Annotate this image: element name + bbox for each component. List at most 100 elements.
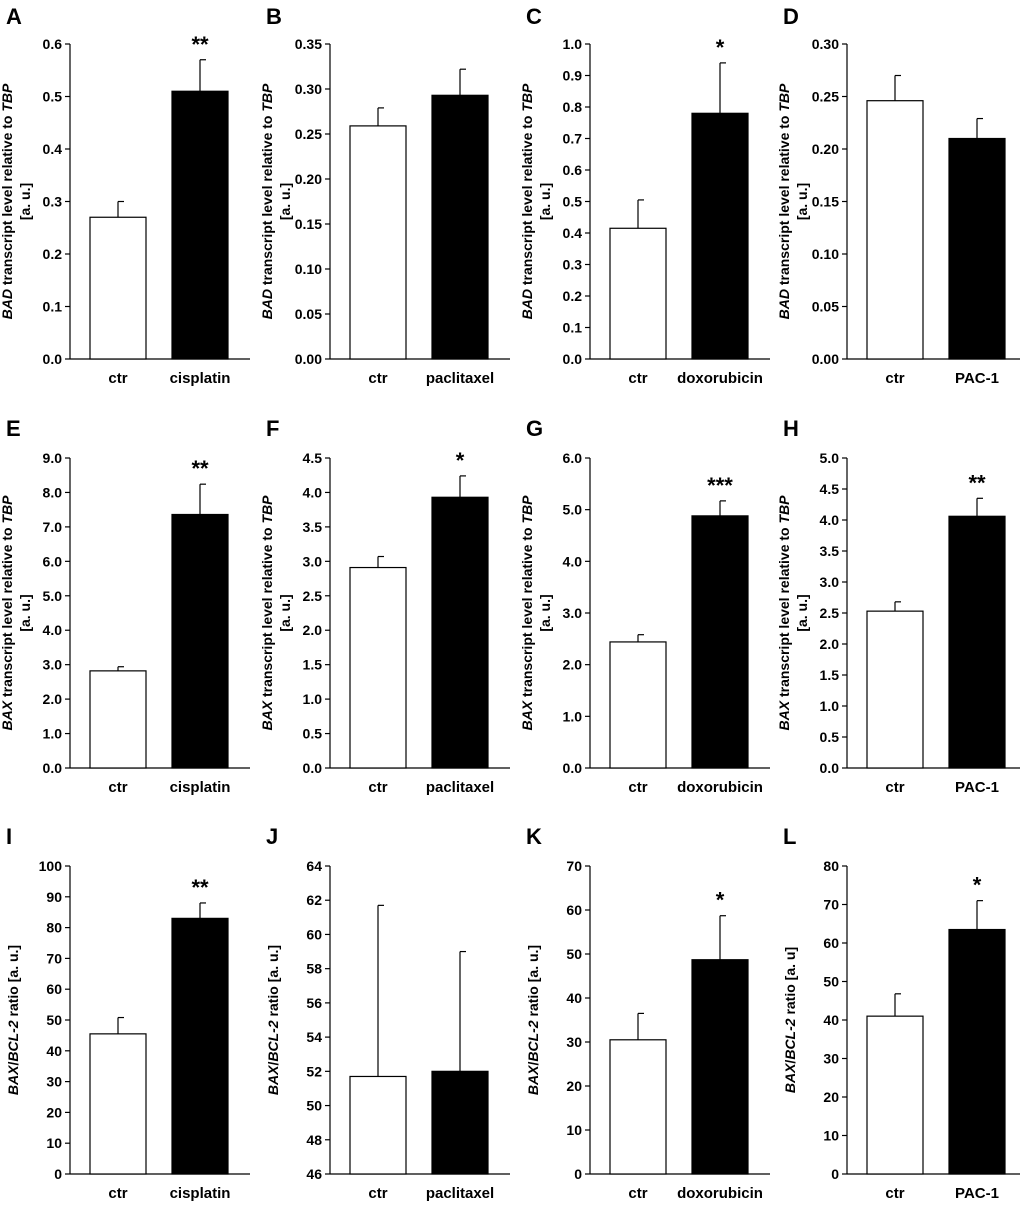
reference-gene: BCL-2 (525, 1020, 541, 1061)
gene-name: BAX (776, 699, 792, 730)
significance-marker: ** (191, 32, 209, 57)
y-tick-label: 30 (566, 1034, 582, 1050)
gene-name: BAX (259, 699, 275, 730)
reference-gene: BCL-2 (5, 1020, 21, 1061)
panel-j: J 46 48 50 52 54 56 58 60 62 64 ctr paclitaxel BAX/BC… (265, 824, 510, 1202)
y-tick-label: 20 (823, 1089, 839, 1105)
category-label: ctr (628, 1185, 647, 1202)
label-tail: ratio [a. u.] (525, 945, 541, 1020)
y-tick-label: 0.05 (295, 306, 322, 322)
y-tick-label: 0.30 (295, 81, 322, 97)
y-tick-label: 0.4 (43, 141, 63, 157)
y-tick-label: 6.0 (563, 450, 583, 466)
y-axis-label-line1: BAX/BCL-2 ratio [a. u.] (525, 945, 541, 1095)
y-axis-label: BAX transcript level relative to TBP[a. … (0, 495, 33, 731)
reference-gene: BCL-2 (265, 1020, 281, 1061)
label-tail: ratio [a. u.] (265, 945, 281, 1020)
y-axis-label: BAD transcript level relative to TBP[a. … (519, 83, 553, 319)
y-tick-label: 70 (566, 858, 582, 874)
bar-ctr (350, 126, 406, 359)
gene-name: BAD (776, 289, 792, 319)
gene-name: BAX (5, 1064, 21, 1095)
y-tick-label: 70 (46, 950, 62, 966)
y-tick-label: 60 (46, 981, 62, 997)
y-tick-label: 1.0 (303, 691, 323, 707)
y-tick-label: 50 (306, 1098, 322, 1114)
y-tick-label: 0.2 (563, 288, 583, 304)
bar-ctr (90, 217, 146, 359)
significance-marker: ** (968, 470, 986, 495)
bar-treatment (172, 91, 228, 359)
panel-g: G0.01.02.03.04.05.06.0ctr doxorubicin***B… (519, 416, 770, 796)
y-tick-label: 0 (831, 1166, 839, 1182)
y-axis-label-line2: [a. u.] (277, 594, 293, 631)
panel-d: D 0.00 0.05 0.10 0.15 0.20 0.25 0.30 ctr PAC-1 BAD… (776, 4, 1020, 387)
y-axis-label: BAX transcript level relative to TBP[a. … (519, 495, 553, 731)
category-label: ctr (108, 1185, 127, 1202)
y-tick-label: 30 (46, 1074, 62, 1090)
bar-treatment (172, 514, 228, 768)
label-text: transcript level relative to (0, 112, 15, 289)
y-axis-label: BAX transcript level relative to TBP[a. … (776, 495, 810, 731)
significance-marker: ** (191, 456, 209, 481)
significance-marker: * (456, 448, 465, 473)
panel-letter: B (266, 4, 282, 29)
y-tick-label: 0.7 (563, 131, 583, 147)
y-tick-label: 0.0 (43, 351, 63, 367)
reference-gene: TBP (776, 83, 792, 112)
y-tick-label: 50 (823, 974, 839, 990)
bar-treatment (432, 95, 488, 359)
y-tick-label: 3.0 (563, 605, 583, 621)
y-axis-label-line1: BAD transcript level relative to TBP (259, 83, 275, 319)
y-tick-label: 4.0 (43, 622, 63, 638)
bar-ctr (610, 1040, 666, 1174)
y-axis-label-line1: BAX/BCL-2 ratio [a. u] (782, 947, 798, 1093)
y-axis-label-line1: BAD transcript level relative to TBP (0, 83, 15, 319)
panel-h: H0.00.51.01.52.02.53.03.54.04.55.0ctr PAC… (776, 416, 1020, 796)
reference-gene: TBP (0, 83, 15, 112)
bar-ctr (350, 568, 406, 768)
y-tick-label: 60 (306, 926, 322, 942)
panel-e: E 0.0 1.0 2.0 3.0 4.0 5.0 6.0 7.0 8.0 9.0 ctr cispla… (0, 416, 250, 796)
label-text: transcript level relative to (776, 112, 792, 289)
y-tick-label: 70 (823, 897, 839, 913)
y-tick-label: 0.1 (43, 299, 63, 315)
panel-letter: H (783, 416, 799, 441)
panel-letter: F (266, 416, 279, 441)
y-tick-label: 60 (566, 902, 582, 918)
y-axis-label: BAX/BCL-2 ratio [a. u.] (525, 945, 541, 1095)
category-label: ctr (368, 370, 387, 387)
y-axis-label-line2: [a. u.] (17, 594, 33, 631)
y-axis-label-line1: BAD transcript level relative to TBP (519, 83, 535, 319)
category-label: ctr (108, 370, 127, 387)
y-tick-label: 1.0 (563, 708, 583, 724)
y-axis-label-line1: BAX transcript level relative to TBP (776, 495, 792, 731)
y-tick-label: 0.1 (563, 320, 583, 336)
y-tick-label: 40 (46, 1043, 62, 1059)
reference-gene: TBP (259, 495, 275, 524)
gene-name: BAX (519, 699, 535, 730)
category-label: cisplatin (170, 1185, 231, 1202)
y-tick-label: 0.5 (43, 89, 63, 105)
y-tick-label: 1.0 (43, 726, 63, 742)
y-tick-label: 8.0 (43, 484, 63, 500)
bar-treatment (692, 516, 748, 768)
panel-letter: C (526, 4, 542, 29)
y-tick-label: 0.5 (820, 729, 840, 745)
y-tick-label: 50 (46, 1012, 62, 1028)
y-tick-label: 3.5 (820, 543, 840, 559)
panel-k: K 0 10 20 30 40 50 60 70 ctr doxorubicin * BAX/BCL-2… (525, 824, 770, 1202)
y-axis-label: BAX/BCL-2 ratio [a. u.] (265, 945, 281, 1095)
y-axis-label-line2: [a. u.] (794, 183, 810, 220)
panel-letter: D (783, 4, 799, 29)
y-tick-label: 1.5 (820, 667, 840, 683)
y-tick-label: 40 (566, 990, 582, 1006)
label-text: transcript level relative to (519, 112, 535, 289)
bar-ctr (350, 1076, 406, 1174)
gene-name: BAX (782, 1062, 798, 1093)
y-tick-label: 0.8 (563, 99, 583, 115)
label-text: transcript level relative to (259, 112, 275, 289)
y-axis-label-line2: [a. u.] (537, 594, 553, 631)
y-tick-label: 48 (306, 1132, 322, 1148)
category-label: doxorubicin (677, 1185, 763, 1202)
